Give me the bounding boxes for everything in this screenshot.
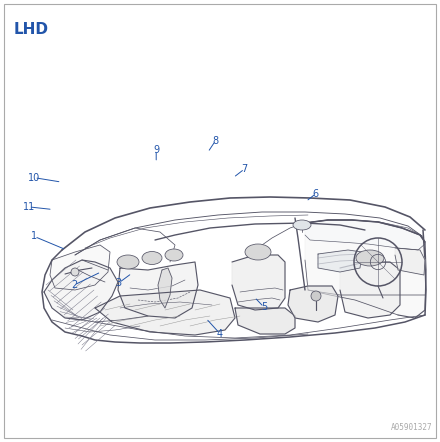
Text: 7: 7	[242, 164, 248, 174]
Ellipse shape	[165, 249, 183, 261]
Polygon shape	[305, 220, 426, 318]
Ellipse shape	[117, 255, 139, 269]
Polygon shape	[318, 250, 362, 272]
Polygon shape	[340, 262, 400, 318]
Text: A05901327: A05901327	[390, 423, 432, 432]
Text: 11: 11	[22, 202, 35, 212]
Text: 2: 2	[71, 280, 77, 290]
Text: 3: 3	[116, 278, 122, 288]
Text: 4: 4	[217, 329, 223, 339]
Text: 10: 10	[28, 173, 40, 183]
Ellipse shape	[245, 244, 271, 260]
Text: 8: 8	[213, 136, 219, 145]
Polygon shape	[305, 220, 425, 250]
Ellipse shape	[142, 251, 162, 264]
Polygon shape	[395, 248, 425, 275]
Text: LHD: LHD	[14, 22, 49, 37]
Circle shape	[311, 291, 321, 301]
Text: 9: 9	[153, 145, 159, 155]
Polygon shape	[288, 286, 338, 322]
Polygon shape	[50, 245, 110, 290]
Text: 1: 1	[31, 232, 37, 241]
Polygon shape	[44, 260, 118, 320]
Ellipse shape	[356, 250, 384, 266]
Text: 6: 6	[313, 189, 319, 198]
Polygon shape	[95, 290, 235, 335]
Polygon shape	[232, 255, 285, 310]
Polygon shape	[158, 268, 172, 308]
Polygon shape	[118, 262, 198, 318]
Circle shape	[71, 268, 79, 276]
Text: 5: 5	[261, 302, 267, 312]
Ellipse shape	[293, 220, 311, 230]
Polygon shape	[235, 308, 295, 334]
